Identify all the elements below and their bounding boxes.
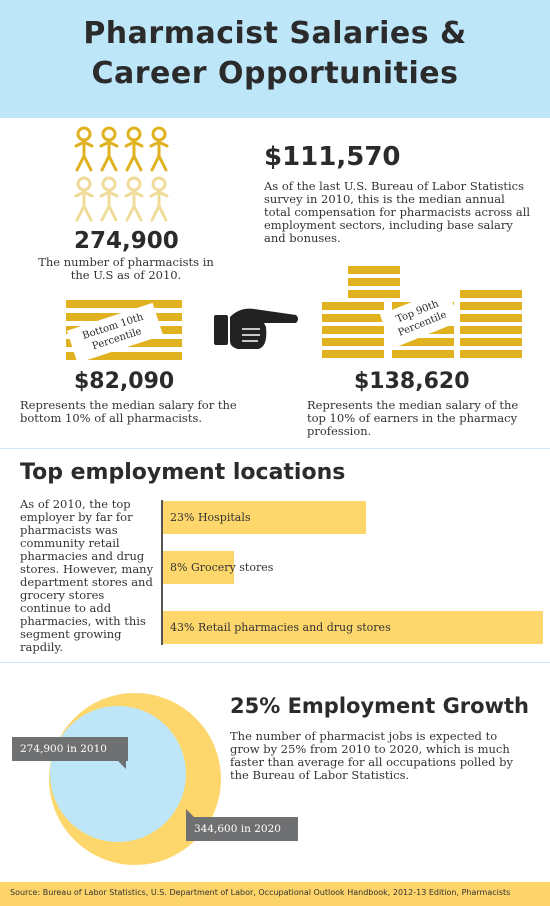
top-salary: $138,620 xyxy=(354,369,470,394)
source-text: Source: Bureau of Labor Statistics, U.S.… xyxy=(10,888,511,897)
header-banner: Pharmacist Salaries & Career Opportuniti… xyxy=(0,0,550,118)
bottom-salary: $82,090 xyxy=(74,369,175,394)
location-bar xyxy=(163,551,234,584)
median-salary: $111,570 xyxy=(264,142,401,172)
location-bar xyxy=(163,611,543,644)
locations-title: Top employment locations xyxy=(20,460,346,485)
pharmacist-count: 274,900 xyxy=(74,228,179,254)
location-bar-label: 23% Hospitals xyxy=(170,511,251,524)
callout-pointer xyxy=(186,809,194,817)
growth-text: The number of pharmacist jobs is expecte… xyxy=(230,729,514,782)
pointing-hand-icon xyxy=(214,308,298,349)
circle-2010 xyxy=(50,706,186,842)
bar-axis xyxy=(161,500,163,645)
label-2020: 344,600 in 2020 xyxy=(186,817,298,841)
location-bar xyxy=(163,501,366,534)
growth-circles xyxy=(49,693,221,865)
location-bar-label: 8% Grocery stores xyxy=(170,561,274,574)
locations-text: As of 2010, the top employer by far for … xyxy=(20,497,154,654)
top-salary-text: Represents the median salary of the top … xyxy=(307,398,519,438)
people-icon xyxy=(74,126,169,222)
label-2010: 274,900 in 2010 xyxy=(12,737,128,761)
divider xyxy=(0,448,550,449)
divider xyxy=(0,662,550,663)
growth-title: 25% Employment Growth xyxy=(230,694,529,718)
footer: Source: Bureau of Labor Statistics, U.S.… xyxy=(0,882,550,906)
callout-pointer xyxy=(118,761,126,769)
page-title: Pharmacist Salaries & Career Opportuniti… xyxy=(83,16,467,91)
location-bar-label: 43% Retail pharmacies and drug stores xyxy=(170,621,391,634)
median-salary-text: As of the last U.S. Bureau of Labor Stat… xyxy=(264,179,531,245)
bottom-salary-text: Represents the median salary for the bot… xyxy=(20,398,237,425)
pharmacist-count-caption: The number of pharmacists in the U.S as … xyxy=(38,255,214,282)
